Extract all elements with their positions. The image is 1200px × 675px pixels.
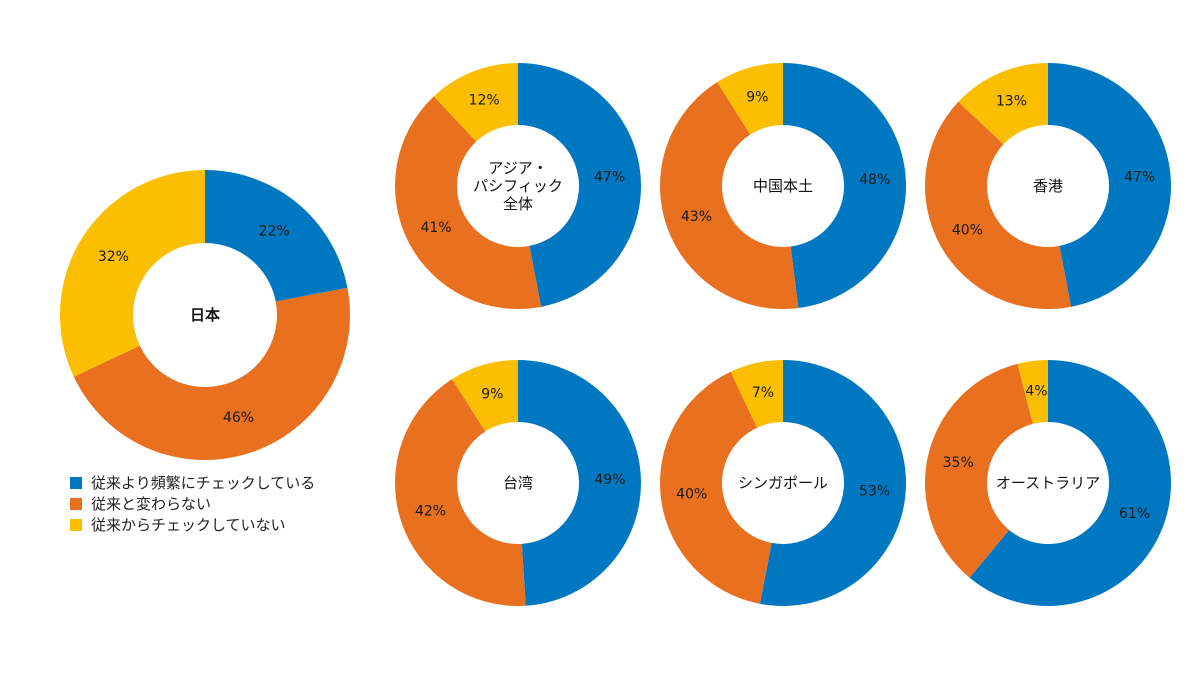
slice-unchanged	[925, 101, 1072, 309]
donut-hong-kong: 47% 40% 13% 香港	[925, 63, 1171, 309]
donut-taiwan: 49% 42% 9% 台湾	[395, 360, 641, 606]
legend-item-more-often: 従来より頻繁にチェックしている	[70, 472, 315, 493]
slice-label-unchanged: 40%	[952, 222, 983, 238]
slice-more-often	[205, 170, 348, 302]
slice-label-unchanged: 40%	[676, 487, 707, 503]
slice-unchanged	[660, 371, 772, 604]
donut-center-label: オーストラリア	[996, 474, 1100, 492]
slice-not-checking	[1017, 360, 1048, 424]
donut-center-label: 台湾	[503, 474, 533, 492]
slice-not-checking	[717, 63, 783, 135]
legend-swatch	[70, 518, 82, 531]
slice-label-not-checking: 32%	[98, 249, 129, 265]
legend-swatch	[70, 476, 82, 489]
slice-label-unchanged: 43%	[681, 209, 712, 225]
slice-label-more-often: 47%	[1124, 169, 1155, 185]
slice-not-checking	[59, 170, 205, 377]
slice-label-more-often: 22%	[259, 223, 290, 239]
slice-more-often	[518, 360, 641, 606]
donut-center-label: 中国本土	[753, 177, 813, 195]
slice-not-checking	[433, 63, 518, 142]
slice-unchanged	[925, 363, 1033, 578]
donut-center-label: 日本	[190, 306, 220, 324]
slice-label-unchanged: 46%	[223, 410, 254, 426]
donut-center-label: 香港	[1033, 177, 1063, 195]
donut-center-label: 全体	[503, 195, 533, 213]
slice-label-not-checking: 9%	[481, 387, 503, 403]
slice-label-unchanged: 42%	[415, 503, 446, 519]
slice-more-often	[759, 360, 906, 607]
legend-label: 従来と変わらない	[91, 495, 212, 513]
slice-more-often	[969, 360, 1171, 606]
slice-unchanged	[659, 82, 799, 310]
slice-label-more-often: 47%	[594, 169, 625, 185]
legend: 従来より頻繁にチェックしている 従来と変わらない 従来からチェックしていない	[70, 472, 315, 535]
slice-label-not-checking: 13%	[996, 94, 1027, 110]
slice-label-more-often: 48%	[859, 172, 890, 188]
slice-more-often	[518, 63, 641, 307]
slice-label-not-checking: 12%	[469, 92, 500, 108]
slice-not-checking	[730, 360, 783, 428]
slice-unchanged	[395, 96, 542, 310]
slice-label-more-often: 49%	[594, 472, 625, 488]
slice-label-not-checking: 9%	[746, 90, 768, 106]
slice-unchanged	[73, 287, 350, 460]
donut-japan: 22% 46% 32% 日本	[59, 170, 350, 460]
slice-not-checking	[958, 63, 1048, 145]
donut-mainland-china: 48% 43% 9% 中国本土	[659, 63, 907, 310]
slice-label-not-checking: 4%	[1025, 384, 1047, 400]
slice-label-unchanged: 41%	[420, 220, 451, 236]
donut-center-label: シンガポール	[738, 474, 828, 492]
legend-label: 従来からチェックしていない	[91, 516, 286, 534]
donut-center-label: アジア・	[488, 159, 547, 177]
slice-label-more-often: 61%	[1119, 506, 1150, 522]
legend-swatch	[70, 497, 82, 510]
legend-item-unchanged: 従来と変わらない	[70, 493, 315, 514]
slice-label-more-often: 53%	[859, 484, 890, 500]
donut-center-label: パシフィック	[473, 177, 563, 195]
donut-singapore: 53% 40% 7% シンガポール	[660, 360, 906, 607]
slice-not-checking	[452, 360, 518, 432]
legend-label: 従来より頻繁にチェックしている	[91, 474, 316, 492]
slice-more-often	[1048, 63, 1171, 307]
donut-australia: 61% 35% 4% オーストラリア	[925, 360, 1171, 606]
slice-more-often	[783, 63, 907, 309]
legend-item-not-checking: 従来からチェックしていない	[70, 514, 315, 535]
slice-unchanged	[395, 379, 526, 606]
slice-label-unchanged: 35%	[943, 455, 974, 471]
slice-label-not-checking: 7%	[752, 385, 774, 401]
